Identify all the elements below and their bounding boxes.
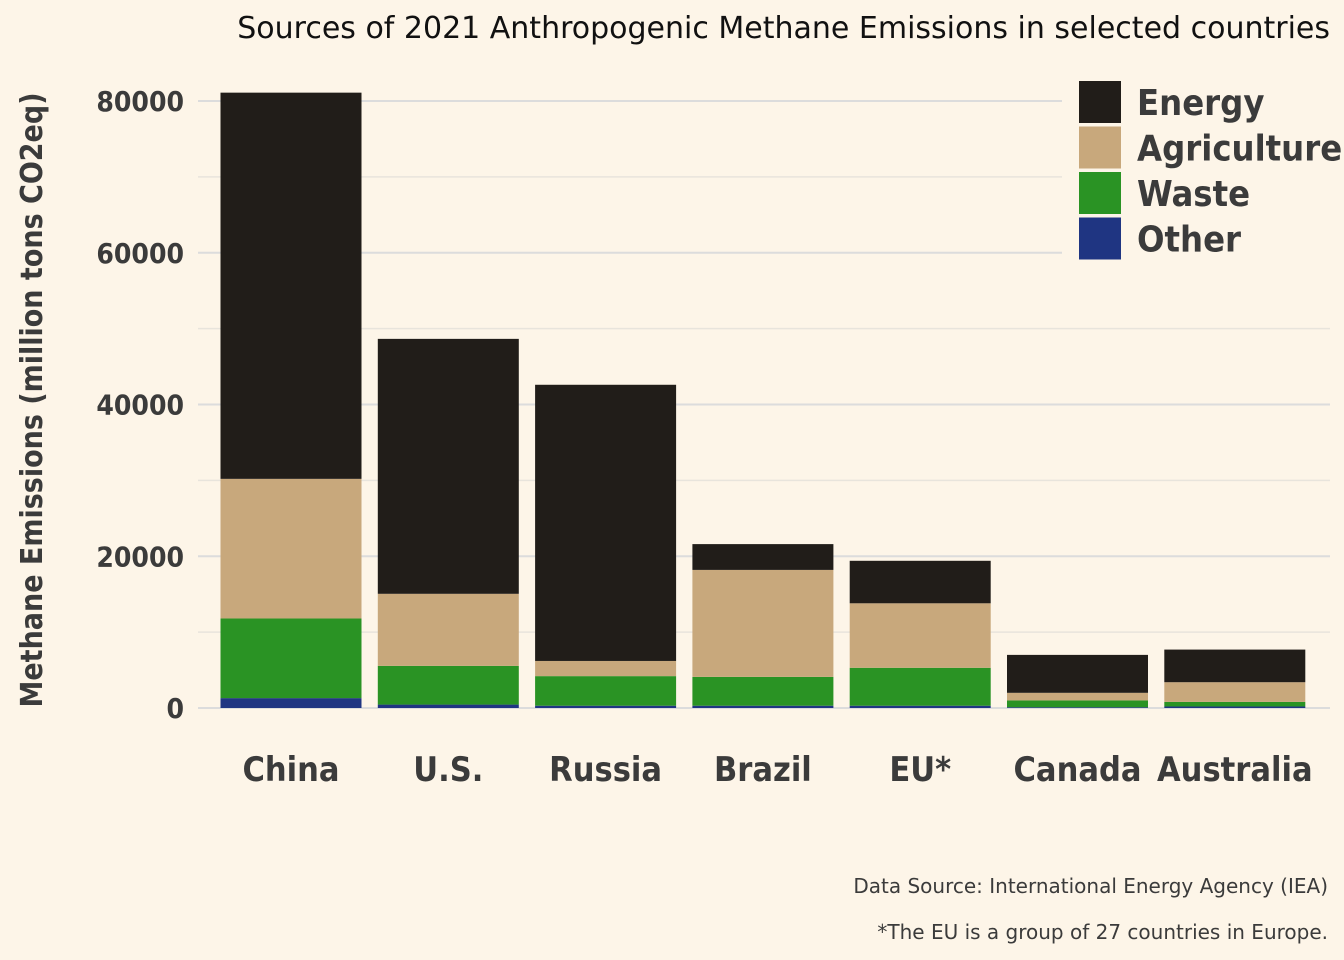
legend-label-agriculture: Agriculture xyxy=(1137,129,1342,170)
x-axis-ticks: China U.S. Russia Brazil EU* Canada Australia xyxy=(242,750,1312,790)
x-tick-label: Russia xyxy=(549,750,662,790)
legend-label-energy: Energy xyxy=(1137,83,1264,124)
bar-segment-waste xyxy=(535,676,677,706)
bar-segment-waste xyxy=(220,618,362,699)
legend-swatch-waste xyxy=(1079,172,1121,214)
legend-label-waste: Waste xyxy=(1137,174,1250,215)
bar-segment-agriculture xyxy=(535,660,677,677)
x-tick-label: U.S. xyxy=(413,750,483,790)
legend-swatch-agriculture xyxy=(1079,126,1121,169)
bars xyxy=(220,92,1306,708)
x-tick-label: China xyxy=(242,750,339,790)
legend-swatch-energy xyxy=(1079,81,1121,123)
x-tick-label: Australia xyxy=(1157,750,1313,790)
bar-segment-other xyxy=(1007,707,1148,708)
bar-segment-other xyxy=(377,704,519,708)
chart-title: Sources of 2021 Anthropogenic Methane Em… xyxy=(237,11,1330,46)
bar-segment-waste xyxy=(849,667,991,706)
y-axis-ticks: 0 20000 40000 60000 80000 xyxy=(96,85,184,725)
data-source-caption: Data Source: International Energy Agency… xyxy=(853,874,1328,898)
bar-segment-waste xyxy=(1007,700,1148,708)
bar-segment-agriculture xyxy=(377,593,519,666)
bar-segment-agriculture xyxy=(692,569,834,677)
legend-swatch-other xyxy=(1079,217,1121,260)
bar-segment-other xyxy=(535,705,677,708)
y-tick-label: 80000 xyxy=(96,85,184,118)
bar-segment-energy xyxy=(377,338,519,594)
bar-segment-energy xyxy=(692,544,834,570)
x-tick-label: EU* xyxy=(889,750,951,790)
x-tick-label: Canada xyxy=(1013,750,1141,790)
bar-segment-agriculture xyxy=(220,478,362,619)
bar-segment-energy xyxy=(849,560,991,604)
bar-segment-agriculture xyxy=(1164,682,1306,702)
bar-segment-energy xyxy=(535,384,677,661)
bar-segment-energy xyxy=(1007,654,1148,693)
y-tick-label: 40000 xyxy=(96,389,184,422)
y-axis-label: Methane Emissions (million tons CO2eq) xyxy=(15,92,50,707)
bar-segment-other xyxy=(220,698,362,708)
bar-segment-waste xyxy=(377,665,519,705)
bar-segment-waste xyxy=(692,676,834,706)
bar-segment-energy xyxy=(1164,649,1306,683)
bar-segment-agriculture xyxy=(1007,692,1148,701)
bar-segment-other xyxy=(692,705,834,708)
bar-segment-other xyxy=(1164,706,1306,708)
y-tick-label: 0 xyxy=(166,692,184,725)
eu-footnote-caption: *The EU is a group of 27 countries in Eu… xyxy=(877,920,1328,944)
bar-segment-agriculture xyxy=(849,603,991,668)
bar-segment-other xyxy=(849,705,991,708)
bar-segment-energy xyxy=(220,92,362,479)
y-tick-label: 60000 xyxy=(96,237,184,270)
x-tick-label: Brazil xyxy=(714,750,812,790)
legend-label-other: Other xyxy=(1137,220,1241,261)
y-tick-label: 20000 xyxy=(96,540,184,573)
bar-segment-waste xyxy=(1164,701,1306,707)
